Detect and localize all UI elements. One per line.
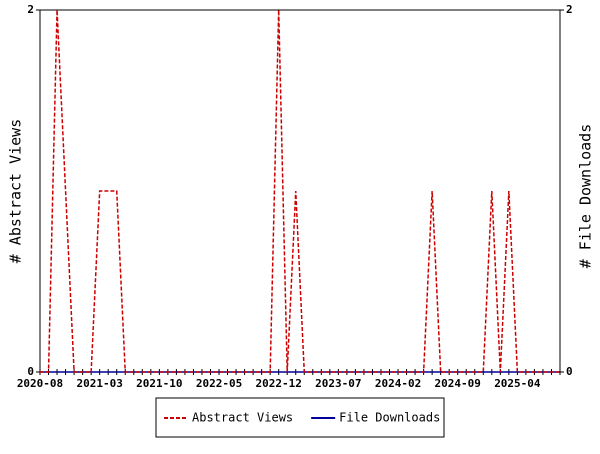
x-tick-label: 2022-05 <box>196 377 242 390</box>
y-axis-label: # Abstract Views <box>7 119 25 264</box>
y-tick-label: 0 <box>27 365 34 378</box>
y2-tick-label: 2 <box>566 3 573 16</box>
x-tick-label: 2024-09 <box>435 377 481 390</box>
x-tick-label: 2022-12 <box>256 377 302 390</box>
x-tick-label: 2021-10 <box>136 377 182 390</box>
legend-box <box>155 397 445 438</box>
x-tick-label: 2021-03 <box>76 377 122 390</box>
x-tick-label: 2024-02 <box>375 377 421 390</box>
series-line <box>40 9 560 373</box>
y2-axis-label: # File Downloads <box>577 124 595 269</box>
y2-tick-label: 0 <box>566 365 573 378</box>
plot-frame <box>39 9 561 373</box>
legend-label: Abstract Views <box>192 411 293 425</box>
y-tick-label: 2 <box>27 3 34 16</box>
x-tick-label: 2023-07 <box>315 377 361 390</box>
legend-label: File Downloads <box>339 411 440 425</box>
x-tick-label: 2020-08 <box>17 377 63 390</box>
x-tick-label: 2025-04 <box>494 377 541 390</box>
